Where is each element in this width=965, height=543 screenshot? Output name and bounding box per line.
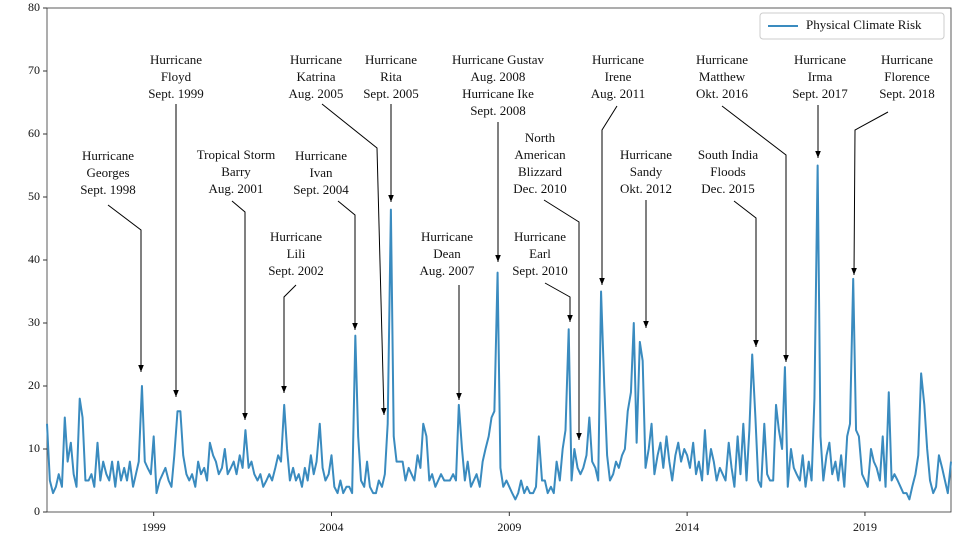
annotation-text: Floods: [710, 164, 745, 179]
annotation-arrow: [544, 282, 573, 322]
annotation-arrow: [281, 284, 297, 393]
annotation-text: Sept. 2005: [363, 86, 419, 101]
annotation-text: Hurricane: [82, 148, 134, 163]
annotation-text: Dec. 2015: [701, 181, 754, 196]
annotation-text: Hurricane: [696, 52, 748, 67]
annotation-arrow: [321, 103, 387, 416]
annotation-text: Sept. 2004: [293, 182, 349, 197]
y-tick-label: 70: [28, 63, 40, 77]
annotation-text: Ivan: [309, 165, 333, 180]
annotation-text: American: [514, 147, 566, 162]
x-tick-label: 2014: [675, 520, 699, 534]
annotation-text: Sept. 2008: [470, 103, 526, 118]
y-tick-label: 40: [28, 252, 40, 266]
annotation-text: Okt. 2016: [696, 86, 749, 101]
annotation-text: Sept. 2002: [268, 263, 324, 278]
annotation-text: Sept. 2018: [879, 86, 935, 101]
y-tick-label: 80: [28, 0, 40, 14]
annotation-text: Tropical Storm: [197, 147, 276, 162]
x-tick-label: 1999: [142, 520, 166, 534]
annotation-text: Rita: [380, 69, 402, 84]
annotation-text: Sandy: [630, 164, 663, 179]
legend-box: [759, 12, 945, 40]
x-tick-label: 2009: [497, 520, 521, 534]
annotation-text: Aug. 2011: [591, 86, 645, 101]
annotation-text: Dec. 2010: [513, 181, 566, 196]
annotation-text: Sept. 1999: [148, 86, 204, 101]
y-tick-label: 50: [28, 189, 40, 203]
annotation-arrow: [543, 199, 582, 440]
annotation-text: Hurricane: [421, 229, 473, 244]
annotation-arrow: [733, 200, 759, 347]
annotation-text: Hurricane: [150, 52, 202, 67]
annotation-text: Aug. 2005: [289, 86, 344, 101]
annotation-text: Floyd: [161, 69, 192, 84]
annotation-text: Georges: [86, 165, 129, 180]
legend-label: Physical Climate Risk: [806, 17, 922, 32]
annotation-arrow: [599, 105, 618, 285]
annotation-arrow: [337, 200, 358, 330]
annotation-text: Hurricane Ike: [462, 86, 534, 101]
annotation-text: Aug. 2007: [420, 263, 475, 278]
annotation-text: Sept. 2017: [792, 86, 848, 101]
annotation-text: Sept. 2010: [512, 263, 568, 278]
annotation-text: Aug. 2008: [471, 69, 526, 84]
annotation-text: Earl: [529, 246, 551, 261]
annotation-text: Hurricane: [295, 148, 347, 163]
annotation-text: Matthew: [699, 69, 746, 84]
annotation-text: Irma: [808, 69, 833, 84]
y-tick-label: 0: [34, 504, 40, 518]
annotation-text: Katrina: [297, 69, 336, 84]
annotation-text: Hurricane: [365, 52, 417, 67]
annotation-text: Hurricane: [794, 52, 846, 67]
annotation-text: Hurricane Gustav: [452, 52, 545, 67]
y-tick-label: 10: [28, 441, 40, 455]
annotation-text: Hurricane: [620, 147, 672, 162]
annotation-text: Hurricane: [514, 229, 566, 244]
y-tick-label: 30: [28, 315, 40, 329]
x-tick-label: 2004: [320, 520, 344, 534]
annotation-text: Hurricane: [270, 229, 322, 244]
annotation-text: Irene: [605, 69, 632, 84]
annotation-arrow: [851, 111, 889, 276]
annotation-text: Hurricane: [592, 52, 644, 67]
annotation-text: Hurricane: [881, 52, 933, 67]
annotation-text: Hurricane: [290, 52, 342, 67]
annotation-text: Florence: [884, 69, 930, 84]
annotation-text: Barry: [221, 164, 251, 179]
annotation-arrow: [231, 200, 248, 420]
annotation-text: Aug. 2001: [209, 181, 264, 196]
annotation-text: Sept. 1998: [80, 182, 136, 197]
x-tick-label: 2019: [853, 520, 877, 534]
annotation-text: North: [525, 130, 556, 145]
annotation-text: Okt. 2012: [620, 181, 672, 196]
annotation-text: South India: [698, 147, 759, 162]
annotation-text: Blizzard: [518, 164, 563, 179]
annotation-text: Dean: [433, 246, 461, 261]
data-line: [46, 164, 952, 501]
annotation-text: Lili: [287, 246, 306, 261]
y-tick-label: 20: [28, 378, 40, 392]
annotation-arrow: [107, 204, 144, 372]
y-tick-label: 60: [28, 126, 40, 140]
annotation-arrow: [721, 105, 789, 362]
